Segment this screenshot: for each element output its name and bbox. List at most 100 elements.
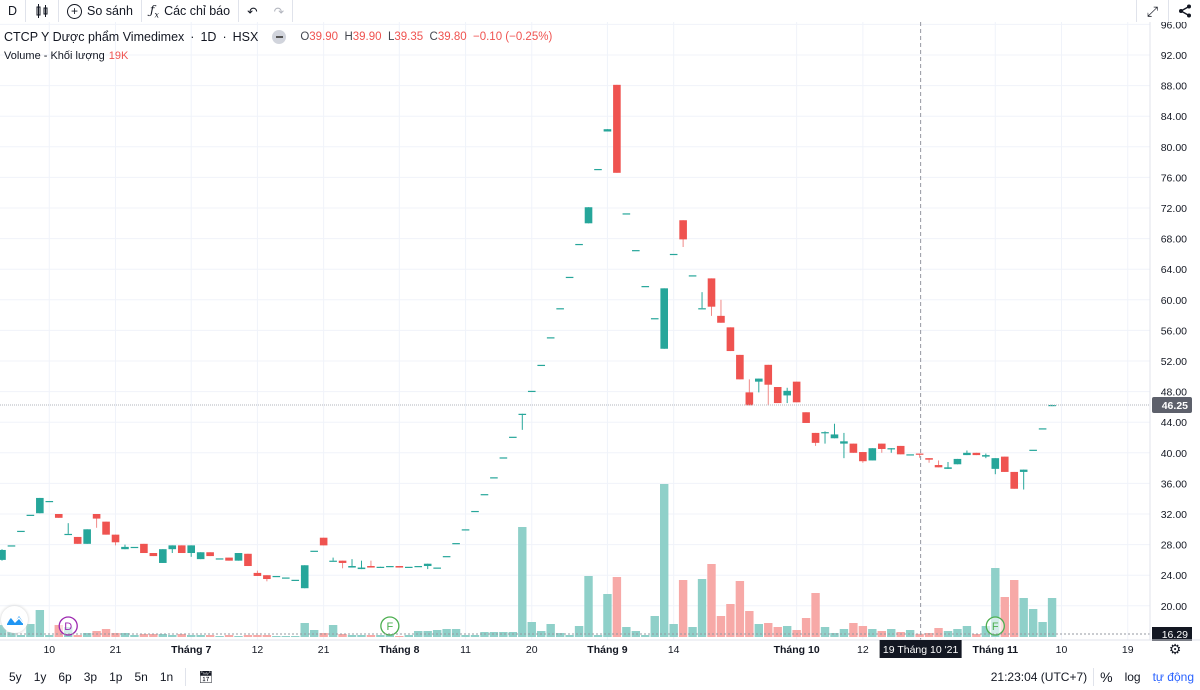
- crosshair-price-badge: [1152, 627, 1192, 641]
- volume-bar: [631, 631, 641, 637]
- share-icon[interactable]: [1168, 0, 1200, 22]
- candle-body: [17, 530, 25, 533]
- candle-body: [537, 364, 546, 367]
- volume-bar: [291, 636, 300, 637]
- candle-body: [1010, 471, 1019, 489]
- volume-legend: Volume - Khối lượng 19K: [4, 50, 128, 62]
- range-5y[interactable]: 5y: [9, 670, 22, 684]
- volume-bar: [830, 633, 839, 637]
- volume-bar: [272, 636, 281, 637]
- volume-bar: [385, 635, 395, 637]
- auto-scale-toggle[interactable]: tự động: [1152, 670, 1194, 684]
- time-tick: 11: [460, 644, 471, 656]
- range-5n[interactable]: 5n: [134, 670, 148, 684]
- candle-body: [972, 452, 981, 456]
- redo-button[interactable]: ↷: [266, 0, 294, 22]
- chart-type-button[interactable]: [26, 0, 60, 22]
- collapse-legend-button[interactable]: [272, 30, 287, 44]
- price-tick: 56.00: [1161, 325, 1187, 337]
- volume-bar: [801, 618, 811, 637]
- crosshair-price-label: 16.29: [1162, 629, 1188, 641]
- volume-bar: [73, 635, 82, 637]
- volume-bar: [820, 627, 830, 637]
- volume-bar: [811, 593, 820, 637]
- date-range-icon[interactable]: 📅︎: [198, 670, 214, 684]
- candle-body: [830, 434, 839, 439]
- volume-bar: [16, 635, 26, 637]
- volume-bar: [499, 632, 508, 637]
- volume-bar: [745, 611, 754, 637]
- time-tick: Tháng 8: [379, 644, 419, 656]
- volume-bar: [139, 634, 149, 637]
- volume-bar: [688, 627, 697, 637]
- last-price-label: 46.25: [1162, 400, 1188, 412]
- range-3p[interactable]: 3p: [83, 670, 98, 684]
- candle-body: [887, 448, 896, 450]
- fullscreen-icon[interactable]: ⤢: [1136, 0, 1168, 22]
- time-tick: 10: [43, 644, 55, 656]
- indicators-button[interactable]: ƒx Các chỉ báo: [142, 0, 240, 22]
- range-6p[interactable]: 6p: [58, 670, 72, 684]
- volume-bar: [130, 635, 139, 637]
- candle-body: [386, 566, 394, 568]
- clock: 21:23:04 (UTC+7): [990, 670, 1088, 684]
- volume-bar: [707, 564, 716, 637]
- volume-bar: [773, 627, 782, 637]
- percent-toggle[interactable]: %: [1100, 669, 1113, 685]
- range-1n[interactable]: 1n: [159, 670, 174, 684]
- candle-body: [121, 546, 129, 550]
- time-tick: 12: [252, 644, 264, 656]
- candle-body: [925, 458, 933, 460]
- event-label: D: [64, 621, 72, 633]
- candle-body: [783, 390, 791, 396]
- bottom-toolbar: 5y 1y 6p 3p 1p 5n 1n 📅︎ 21:23:04 (UTC+7) % log…: [0, 664, 1200, 690]
- candle-body: [92, 514, 101, 519]
- time-tick: 10: [1056, 644, 1068, 656]
- candle-body: [546, 337, 555, 339]
- volume-bar: [338, 634, 347, 637]
- volume-bar: [101, 629, 111, 637]
- candle-body: [461, 529, 470, 531]
- candle-body: [357, 567, 366, 570]
- price-tick: 60.00: [1161, 295, 1187, 307]
- candle-body: [149, 553, 158, 557]
- candle-body: [319, 537, 328, 546]
- range-1y[interactable]: 1y: [33, 670, 47, 684]
- price-tick: 64.00: [1161, 264, 1187, 276]
- candle-body: [877, 443, 886, 449]
- volume-bar: [423, 631, 432, 637]
- candle-body: [253, 572, 262, 576]
- price-chart[interactable]: D F F 96.00 92.00 88.00 84.00 80.00 76.00 72.00 68…: [0, 22, 1200, 664]
- candle-body: [622, 213, 631, 215]
- event-label: F: [386, 621, 393, 633]
- candle-body: [594, 168, 602, 171]
- candle-body: [518, 413, 527, 415]
- volume-bar: [395, 636, 404, 637]
- event-marker: [58, 616, 78, 636]
- tradingview-logo[interactable]: [1, 606, 28, 633]
- settings-gear-icon[interactable]: ⚙: [1169, 642, 1182, 658]
- volume-bar: [234, 636, 243, 637]
- volume-bar: [177, 634, 186, 637]
- range-1p[interactable]: 1p: [109, 670, 123, 684]
- indicators-label: Các chỉ báo: [164, 4, 231, 18]
- price-tick: 52.00: [1161, 356, 1187, 368]
- price-tick: 48.00: [1161, 387, 1187, 399]
- volume-bar: [584, 576, 593, 637]
- volume-value: 19K: [108, 50, 129, 62]
- volume-bar: [991, 568, 1000, 637]
- legend-interval: 1D: [200, 30, 217, 44]
- interval-button[interactable]: D: [0, 0, 27, 22]
- candle-body: [792, 381, 801, 403]
- log-toggle[interactable]: log: [1124, 670, 1141, 684]
- top-toolbar: D + So sánh ƒx Các chỉ báo ↶ ↷ ⤢: [0, 0, 1200, 22]
- candle-body: [36, 497, 44, 514]
- compare-button[interactable]: + So sánh: [59, 0, 142, 22]
- candle-body: [1019, 469, 1028, 472]
- candle-body: [1029, 449, 1037, 451]
- undo-button[interactable]: ↶: [239, 0, 265, 22]
- volume-bar: [849, 623, 858, 637]
- volume-bar: [868, 629, 877, 637]
- price-tick: 80.00: [1161, 142, 1187, 154]
- candle-body: [896, 445, 905, 455]
